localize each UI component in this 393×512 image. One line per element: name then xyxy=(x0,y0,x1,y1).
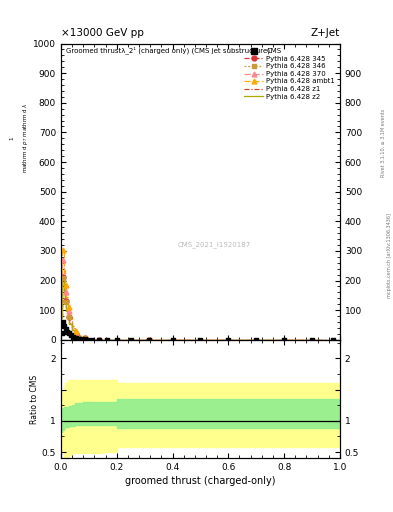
Point xyxy=(84,335,90,344)
Point xyxy=(59,329,65,337)
Point xyxy=(88,335,95,344)
Text: mathrm d$^2$N

1

mathrm d $p_T$ mathrm d $\lambda$: mathrm d$^2$N 1 mathrm d $p_T$ mathrm d … xyxy=(0,103,30,174)
Point xyxy=(253,336,259,344)
Point xyxy=(104,336,110,344)
Text: ×13000 GeV pp: ×13000 GeV pp xyxy=(61,28,144,38)
Y-axis label: Ratio to CMS: Ratio to CMS xyxy=(30,374,39,423)
Point xyxy=(60,318,66,327)
Point xyxy=(197,336,204,344)
Point xyxy=(281,336,287,344)
Point xyxy=(169,336,176,344)
Point xyxy=(76,335,82,343)
Text: mcplots.cern.ch [arXiv:1306.3436]: mcplots.cern.ch [arXiv:1306.3436] xyxy=(387,214,392,298)
Point xyxy=(70,333,77,341)
Legend: CMS, Pythia 6.428 345, Pythia 6.428 346, Pythia 6.428 370, Pythia 6.428 ambt1, P: CMS, Pythia 6.428 345, Pythia 6.428 346,… xyxy=(241,46,338,102)
Point xyxy=(79,335,85,343)
Point xyxy=(309,336,315,344)
Point xyxy=(68,331,74,339)
Point xyxy=(146,336,152,344)
Point xyxy=(225,336,231,344)
Point xyxy=(73,334,79,342)
Text: Rivet 3.1.10, ≥ 3.1M events: Rivet 3.1.10, ≥ 3.1M events xyxy=(381,109,386,178)
Point xyxy=(81,335,88,344)
Point xyxy=(95,336,102,344)
Point xyxy=(330,336,336,344)
Point xyxy=(66,329,72,337)
X-axis label: groomed thrust (charged-only): groomed thrust (charged-only) xyxy=(125,476,275,486)
Point xyxy=(114,336,120,344)
Point xyxy=(61,322,68,330)
Text: Groomed thrustλ_2¹ (charged only) (CMS jet substructure): Groomed thrustλ_2¹ (charged only) (CMS j… xyxy=(66,47,270,54)
Point xyxy=(64,328,70,336)
Text: Z+Jet: Z+Jet xyxy=(311,28,340,38)
Text: CMS_2021_I1920187: CMS_2021_I1920187 xyxy=(178,242,251,248)
Point xyxy=(127,336,134,344)
Point xyxy=(62,325,69,333)
